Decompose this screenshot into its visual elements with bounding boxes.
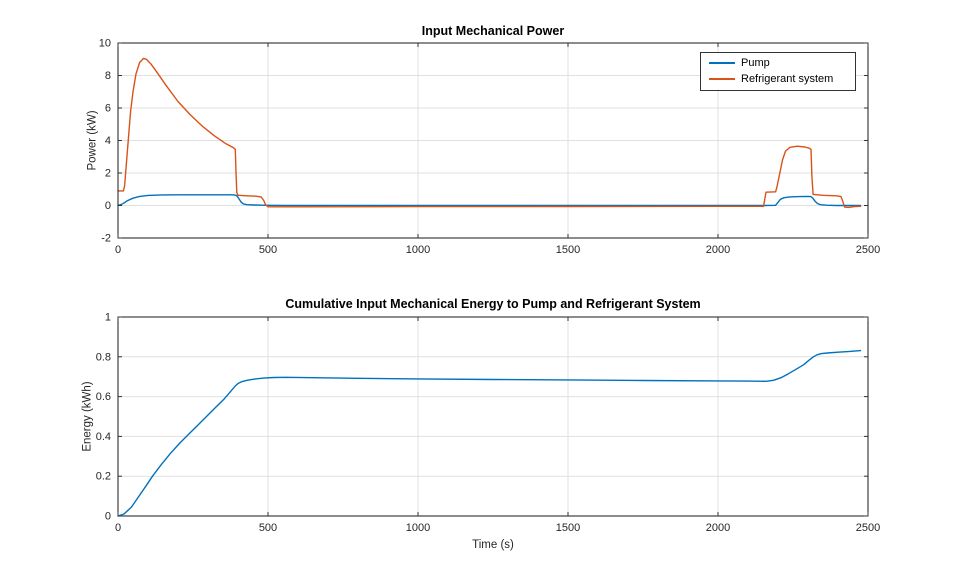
y-tick-label: 0.4 [96,431,111,443]
axes-box [117,316,869,517]
series-line-cumulative-energy [117,349,862,517]
x-tick-label: 1000 [406,244,430,256]
x-tick-label: 2500 [856,244,880,256]
x-tick-label: 500 [259,522,277,534]
energy-chart: 0 500 1000 1500 2000 2500 0 0.2 0.4 0.6 0.8 1 [96,312,881,535]
x-tick-label: 1000 [406,522,430,534]
y-tick-label: 1 [105,312,111,324]
x-tick-label: 1500 [556,244,580,256]
series-line-refrigerant-system [117,57,862,209]
y-tick-label: 2 [105,168,111,180]
energy-y-axis-label: Energy (kWh) [81,381,94,452]
y-tick-label: -2 [101,233,111,245]
x-tick-label: 2000 [706,244,730,256]
legend-item-refrigerant-system: Refrigerant system [701,71,855,87]
x-tick-label: 500 [259,244,277,256]
pump-line-swatch [709,62,735,64]
x-tick-label: 2000 [706,522,730,534]
legend-label-pump: Pump [741,57,770,69]
power-chart: 0 500 1000 1500 2000 2500 -2 0 2 4 6 8 10 [99,38,880,257]
y-tick-label: 4 [105,135,111,147]
legend: Pump Refrigerant system [700,52,856,91]
series-line-pump [117,194,862,207]
energy-chart-title: Cumulative Input Mechanical Energy to Pu… [285,297,701,311]
y-tick-label: 6 [105,103,111,115]
x-tick-label: 2500 [856,522,880,534]
refrigerant-system-line-swatch [709,78,735,80]
y-tick-label: 0 [105,200,111,212]
x-tick-label: 1500 [556,522,580,534]
y-tick-label: 0 [105,511,111,523]
time-x-axis-label: Time (s) [472,539,514,551]
legend-item-pump: Pump [701,55,855,71]
y-tick-label: 0.2 [96,471,111,483]
y-tick-label: 0.6 [96,391,111,403]
y-tick-label: 8 [105,70,111,82]
legend-label-refrigerant-system: Refrigerant system [741,73,834,85]
power-chart-title: Input Mechanical Power [421,24,565,38]
y-tick-label: 10 [99,38,111,50]
x-tick-label: 0 [115,244,121,256]
y-tick-label: 0.8 [96,351,111,363]
x-tick-label: 0 [115,522,121,534]
power-y-axis-label: Power (kW) [86,110,99,171]
